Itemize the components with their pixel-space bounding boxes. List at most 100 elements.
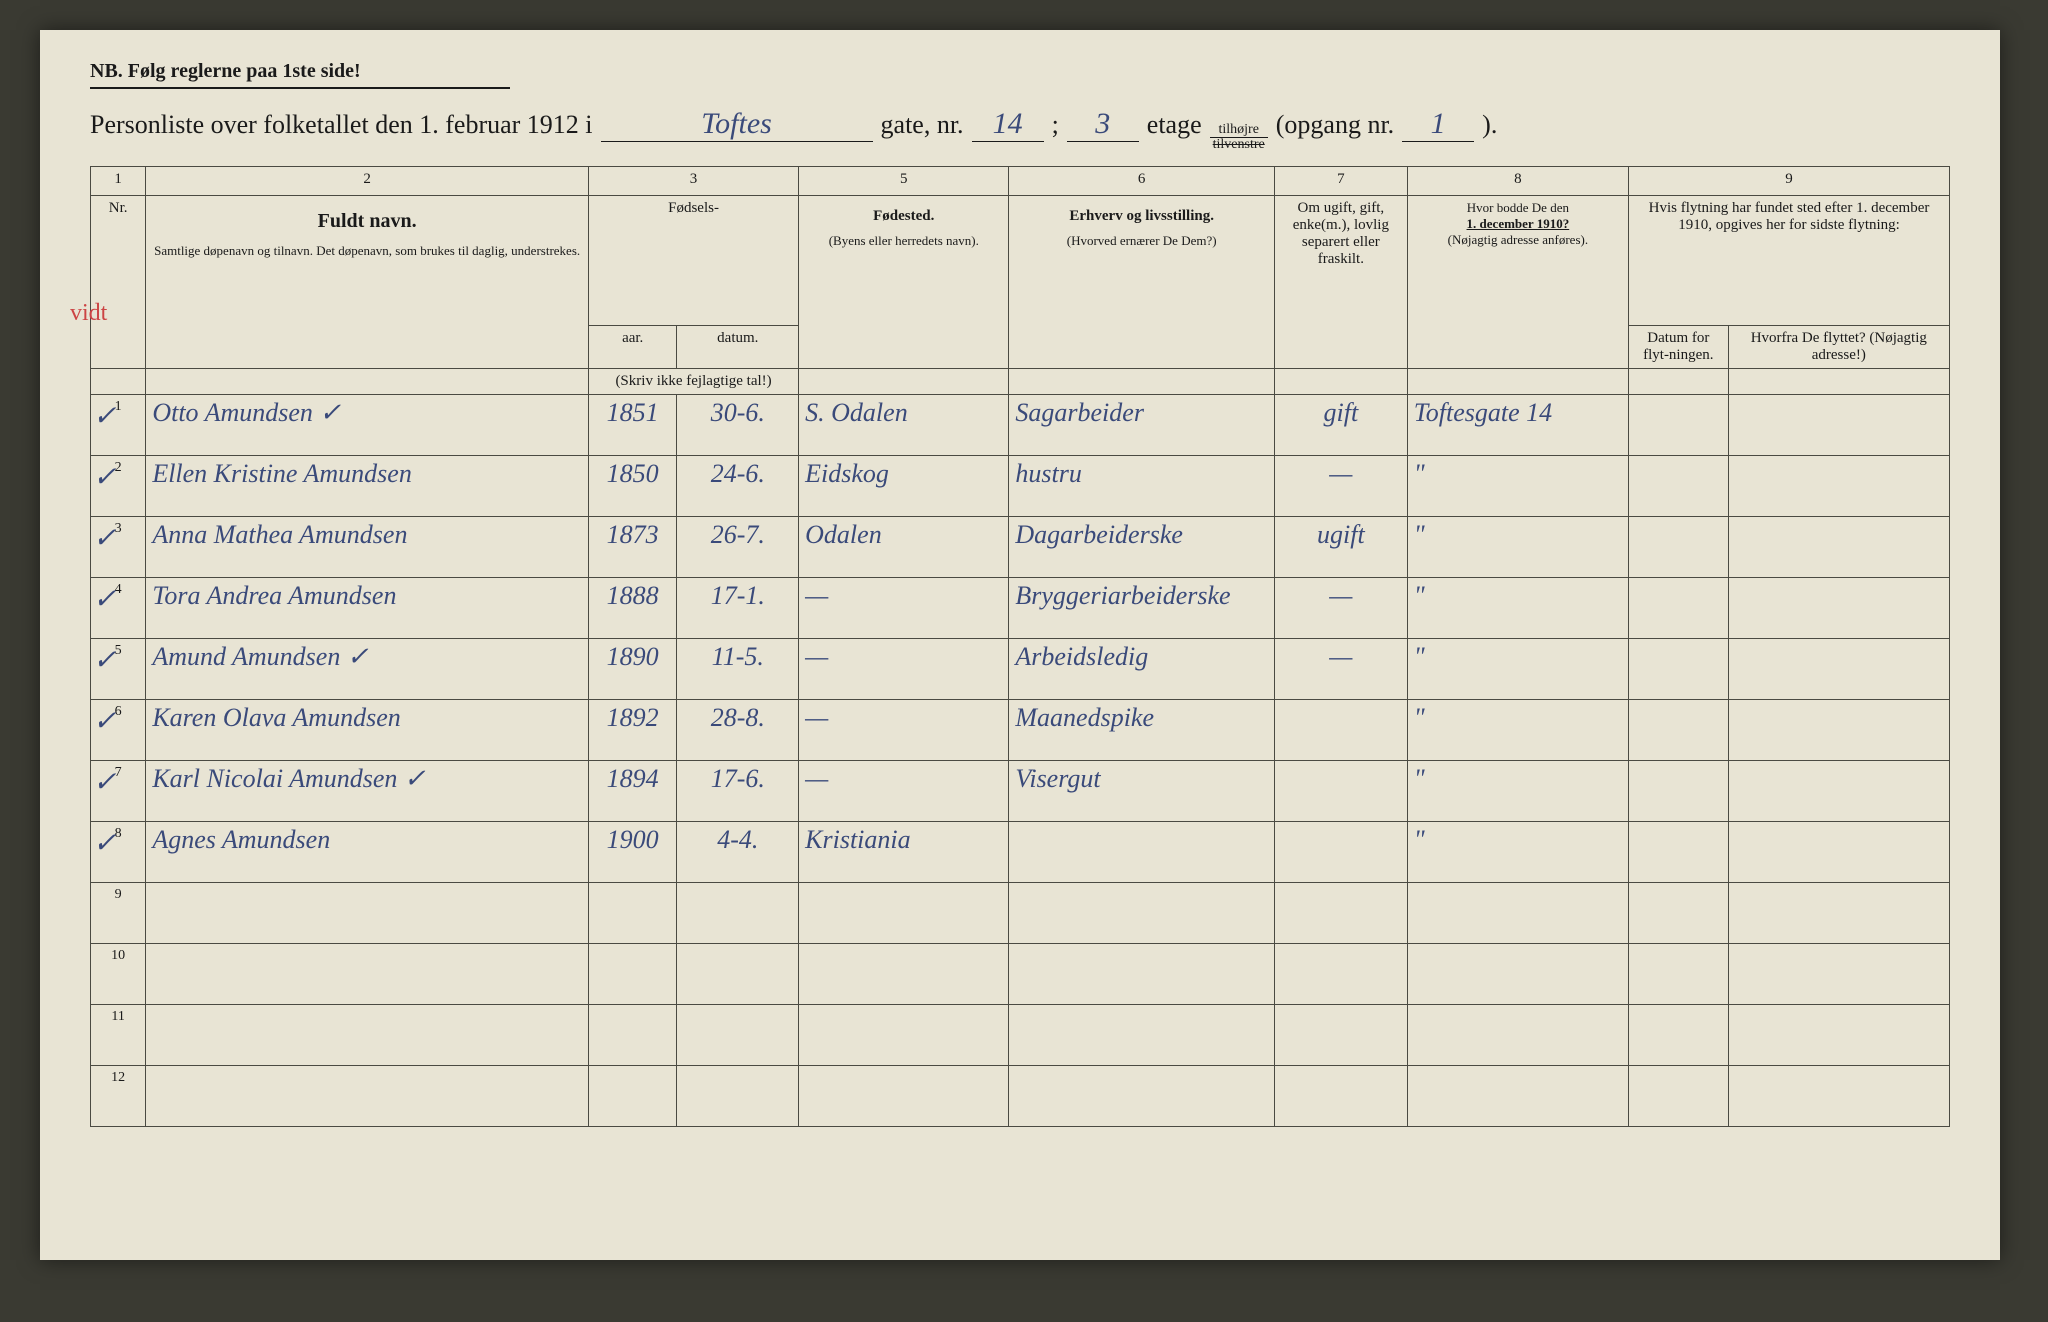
cell-status — [1274, 1066, 1407, 1127]
cell-birthplace: S. Odalen — [799, 395, 1009, 456]
table-row: ✓ 1 Otto Amundsen ✓ 1851 30-6. S. Odalen… — [91, 395, 1950, 456]
cell-movefrom — [1728, 700, 1949, 761]
table-row: 11 — [91, 1005, 1950, 1066]
cell-movefrom — [1728, 517, 1949, 578]
cell-name: Otto Amundsen ✓ — [146, 395, 589, 456]
colnum: 9 — [1629, 167, 1950, 196]
colnum: 2 — [146, 167, 589, 196]
row-number: ✓ 1 — [91, 395, 146, 456]
hdr-erhverv-t: Erhverv og livsstilling. — [1015, 208, 1268, 225]
hdr-addr-a: Hvor bodde De den — [1414, 200, 1622, 216]
cell-movedate — [1629, 822, 1729, 883]
cell-status: gift — [1274, 395, 1407, 456]
cell-name — [146, 1005, 589, 1066]
cell-movefrom — [1728, 456, 1949, 517]
colnum-row: 1 2 3 5 6 7 8 9 — [91, 167, 1950, 196]
census-page: NB. Følg reglerne paa 1ste side! Personl… — [40, 30, 2000, 1260]
cell-status — [1274, 883, 1407, 944]
cell-movefrom — [1728, 822, 1949, 883]
hdr-flyt-from: Hvorfra De flyttet? (Nøjagtig adresse!) — [1728, 326, 1949, 369]
hdr-datum: datum. — [677, 326, 799, 369]
row-number: ✓ 7 — [91, 761, 146, 822]
cell-movefrom — [1728, 1005, 1949, 1066]
checkmark-icon: ✓ — [93, 765, 116, 799]
colnum: 1 — [91, 167, 146, 196]
hdr-status: Om ugift, gift, enke(m.), lovlig separer… — [1274, 196, 1407, 369]
cell-name: Karen Olava Amundsen — [146, 700, 589, 761]
cell-status — [1274, 822, 1407, 883]
cell-movedate — [1629, 700, 1729, 761]
hdr-fodested: Fødested. (Byens eller herredets navn). — [799, 196, 1009, 369]
cell-year — [588, 1066, 677, 1127]
cell-birthplace — [799, 944, 1009, 1005]
table-row: ✓ 5 Amund Amundsen ✓ 1890 11-5. — Arbeid… — [91, 639, 1950, 700]
cell-occupation: hustru — [1009, 456, 1275, 517]
cell-addr1910 — [1407, 883, 1628, 944]
cell-movedate — [1629, 578, 1729, 639]
cell-date: 30-6. — [677, 395, 799, 456]
cell-status — [1274, 700, 1407, 761]
header-row: Nr. Fuldt navn. Samtlige døpenavn og til… — [91, 196, 1950, 326]
cell-birthplace: — — [799, 761, 1009, 822]
hdr-aar-note: (Skriv ikke fejlagtige tal!) — [588, 369, 798, 395]
table-row: ✓ 4 Tora Andrea Amundsen 1888 17-1. — Br… — [91, 578, 1950, 639]
close-paren: ). — [1482, 110, 1497, 140]
row-number: ✓ 3 — [91, 517, 146, 578]
hdr-erhverv-sub: (Hvorved ernærer De Dem?) — [1015, 233, 1268, 249]
cell-movefrom — [1728, 639, 1949, 700]
cell-movefrom — [1728, 883, 1949, 944]
table-row: 12 — [91, 1066, 1950, 1127]
cell-movefrom — [1728, 395, 1949, 456]
cell-movefrom — [1728, 944, 1949, 1005]
cell-occupation — [1009, 1066, 1275, 1127]
cell-occupation — [1009, 822, 1275, 883]
cell-status — [1274, 761, 1407, 822]
cell-year — [588, 944, 677, 1005]
cell-movedate — [1629, 639, 1729, 700]
cell-movefrom — [1728, 1066, 1949, 1127]
cell-occupation: Visergut — [1009, 761, 1275, 822]
hdr-flyt-date: Datum for flyt-ningen. — [1629, 326, 1729, 369]
cell-movedate — [1629, 1005, 1729, 1066]
row-number: ✓ 8 — [91, 822, 146, 883]
checkmark-icon: ✓ — [93, 521, 116, 555]
colnum: 5 — [799, 167, 1009, 196]
cell-addr1910 — [1407, 1066, 1628, 1127]
table-row: ✓ 7 Karl Nicolai Amundsen ✓ 1894 17-6. —… — [91, 761, 1950, 822]
cell-year: 1873 — [588, 517, 677, 578]
cell-year: 1900 — [588, 822, 677, 883]
table-row: ✓ 8 Agnes Amundsen 1900 4-4. Kristiania … — [91, 822, 1950, 883]
cell-movedate — [1629, 883, 1729, 944]
hdr-aar-t: aar. — [595, 330, 671, 347]
cell-occupation: Arbeidsledig — [1009, 639, 1275, 700]
cell-addr1910: Toftesgate 14 — [1407, 395, 1628, 456]
checkmark-icon: ✓ — [93, 643, 116, 677]
checkmark-icon: ✓ — [93, 460, 116, 494]
checkmark-icon: ✓ — [93, 399, 116, 433]
cell-movedate — [1629, 395, 1729, 456]
cell-birthplace — [799, 1005, 1009, 1066]
cell-status: — — [1274, 456, 1407, 517]
cell-name: Agnes Amundsen — [146, 822, 589, 883]
cell-name — [146, 944, 589, 1005]
cell-occupation: Bryggeriarbeiderske — [1009, 578, 1275, 639]
cell-status: ugift — [1274, 517, 1407, 578]
hdr-flyt-top: Hvis flytning har fundet sted efter 1. d… — [1629, 196, 1950, 326]
cell-birthplace: Odalen — [799, 517, 1009, 578]
cell-status — [1274, 1005, 1407, 1066]
table-row: ✓ 2 Ellen Kristine Amundsen 1850 24-6. E… — [91, 456, 1950, 517]
opgang-label: (opgang nr. — [1276, 110, 1394, 140]
table-row: ✓ 3 Anna Mathea Amundsen 1873 26-7. Odal… — [91, 517, 1950, 578]
cell-date: 28-8. — [677, 700, 799, 761]
etage-nr: 3 — [1067, 107, 1139, 142]
cell-occupation: Maanedspike — [1009, 700, 1275, 761]
side-fraction: tilhøjre tilvenstre — [1210, 123, 1268, 152]
hdr-erhverv: Erhverv og livsstilling. (Hvorved ernære… — [1009, 196, 1275, 369]
cell-addr1910: " — [1407, 822, 1628, 883]
row-number: 10 — [91, 944, 146, 1005]
cell-date: 11-5. — [677, 639, 799, 700]
cell-year: 1894 — [588, 761, 677, 822]
header-note-row: (Skriv ikke fejlagtige tal!) — [91, 369, 1950, 395]
cell-name — [146, 1066, 589, 1127]
cell-addr1910: " — [1407, 456, 1628, 517]
